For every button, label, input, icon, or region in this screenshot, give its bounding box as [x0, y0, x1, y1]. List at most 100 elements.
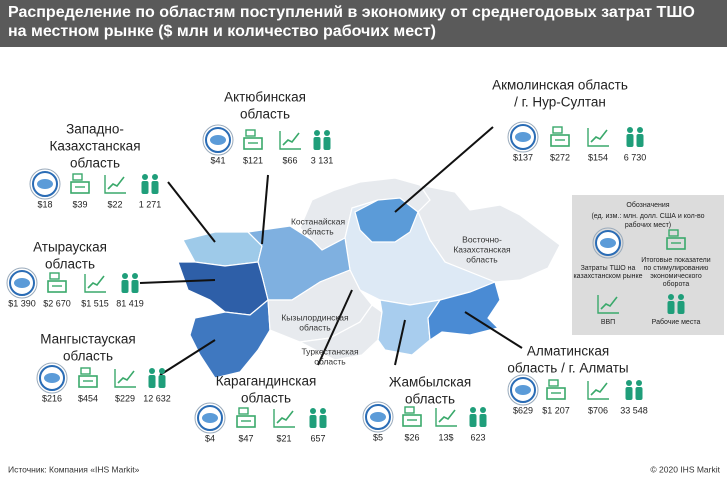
- icon-part: [552, 126, 563, 134]
- icon-tsho: [507, 374, 539, 406]
- icon-chart: [273, 409, 295, 428]
- header-bar: [0, 0, 727, 47]
- icon-people: [141, 174, 159, 194]
- icon-part: [590, 129, 608, 143]
- icon-register: [550, 126, 570, 147]
- icon-part: [131, 280, 139, 293]
- region-name: область: [405, 392, 455, 407]
- icon-part: [667, 301, 675, 314]
- icon-tsho: [507, 121, 539, 153]
- region-name: область: [63, 349, 113, 364]
- region-value: $47: [238, 433, 253, 443]
- icon-chart: [279, 131, 301, 150]
- region-value: 3 131: [311, 155, 334, 165]
- region-value: 657: [310, 433, 325, 443]
- region-name: Жамбылская: [389, 375, 471, 390]
- icon-part: [310, 408, 316, 414]
- region-name: Атырауская: [33, 240, 107, 255]
- icon-part: [469, 414, 477, 427]
- icon-part: [323, 137, 331, 150]
- legend-title: Обозначения: [626, 201, 669, 209]
- region-name: область: [45, 257, 95, 272]
- icon-part: [122, 273, 128, 279]
- region-mangystau: [189, 298, 271, 379]
- region-value: 81 419: [116, 298, 144, 308]
- icon-part: [49, 272, 60, 280]
- icon-part: [6, 267, 38, 299]
- icon-part: [438, 409, 456, 423]
- icon-tsho: [194, 402, 226, 434]
- map-label: Восточно-: [462, 234, 502, 244]
- icon-part: [548, 379, 559, 387]
- icon-part: [238, 407, 249, 415]
- map-label: Казахстанская: [453, 244, 511, 254]
- icon-part: [324, 130, 330, 136]
- region-name: область: [241, 391, 291, 406]
- icon-people: [625, 380, 643, 400]
- icon-register: [236, 407, 256, 428]
- region-value: $1 207: [542, 405, 570, 415]
- region-value: $66: [282, 155, 297, 165]
- icon-part: [141, 181, 149, 194]
- icon-register: [70, 173, 90, 194]
- icon-part: [515, 132, 531, 142]
- icon-tsho: [202, 124, 234, 156]
- icon-part: [84, 274, 106, 293]
- region-value: 623: [470, 432, 485, 442]
- icon-part: [44, 373, 60, 383]
- icon-people: [667, 294, 685, 314]
- icon-part: [132, 273, 138, 279]
- icon-register: [47, 272, 67, 293]
- icon-part: [587, 381, 609, 400]
- region-name: Алматинская: [527, 344, 609, 359]
- footer-copyright: © 2020 IHS Markit: [650, 464, 720, 474]
- icon-register: [78, 367, 98, 388]
- icon-part: [152, 174, 158, 180]
- icon-part: [202, 124, 234, 156]
- icon-part: [636, 134, 644, 147]
- icon-part: [243, 137, 263, 150]
- icon-part: [592, 227, 624, 259]
- icon-part: [626, 380, 632, 386]
- region-name: Казахстанская: [49, 139, 140, 154]
- region-name: Актюбинская: [224, 90, 306, 105]
- icon-tsho: [6, 267, 38, 299]
- region-name: Карагандинская: [216, 374, 317, 389]
- icon-tsho: [36, 362, 68, 394]
- map-label: область: [314, 356, 346, 366]
- icon-part: [114, 369, 136, 388]
- region-value: $706: [588, 405, 608, 415]
- icon-part: [236, 415, 256, 428]
- region-zhambyl: [377, 299, 442, 356]
- icon-part: [158, 375, 166, 388]
- icon-part: [148, 375, 156, 388]
- icon-part: [587, 128, 609, 147]
- icon-part: [142, 174, 148, 180]
- icon-chart: [114, 369, 136, 388]
- icon-part: [507, 374, 539, 406]
- region-value: $5: [373, 432, 383, 442]
- icon-part: [194, 402, 226, 434]
- icon-part: [72, 173, 83, 181]
- icon-part: [121, 280, 129, 293]
- icon-part: [80, 367, 91, 375]
- region-almaty: [427, 281, 501, 342]
- legend-label: ВВП: [601, 319, 615, 326]
- icon-part: [87, 275, 105, 289]
- region-value: $454: [78, 393, 98, 403]
- icon-people: [313, 130, 331, 150]
- legend-subtitle: рабочих мест): [625, 221, 671, 229]
- icon-tsho: [362, 401, 394, 433]
- icon-part: [626, 134, 634, 147]
- title-line: Распределение по областям поступлений в …: [8, 4, 695, 21]
- region-value: $21: [276, 433, 291, 443]
- icon-register: [243, 129, 263, 150]
- region-value: $154: [588, 152, 608, 162]
- map-label: Туркестанская: [301, 346, 358, 356]
- icon-part: [36, 362, 68, 394]
- region-name: Акмолинская область: [492, 78, 628, 93]
- icon-part: [668, 229, 679, 237]
- icon-register: [546, 379, 566, 400]
- icon-part: [435, 408, 457, 427]
- map: [177, 177, 561, 379]
